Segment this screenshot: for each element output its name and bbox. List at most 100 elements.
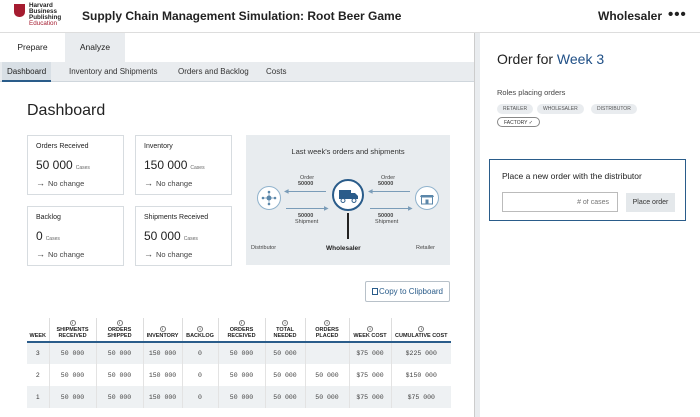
left-shipment-value: 50000 — [298, 213, 314, 219]
subtab-dashboard[interactable]: Dashboard — [2, 62, 52, 82]
more-menu-icon[interactable]: ••• — [668, 6, 687, 23]
logo-line: Publishing — [29, 14, 62, 21]
arrow-right-icon: → — [36, 249, 45, 259]
clipboard-icon — [371, 288, 378, 296]
header-label: TOTAL NEEDED — [273, 327, 297, 339]
shield-icon — [14, 4, 25, 17]
order-quantity-input[interactable] — [502, 192, 618, 212]
info-icon[interactable]: i — [197, 326, 203, 332]
card-change-text: No change — [156, 179, 193, 188]
right-shipment-value: 50000 — [378, 213, 394, 219]
card-title: Inventory — [144, 143, 173, 150]
role-chip-wholesaler: WHOLESALER — [537, 104, 584, 114]
table-cell: 50 000 — [49, 364, 97, 386]
logo-line: Business — [29, 8, 57, 15]
arrow-right-icon: ▶ — [408, 206, 413, 212]
retailer-label: Retailer — [416, 245, 435, 251]
card-value: 0 Cases — [36, 229, 60, 243]
card-change: → No change — [36, 178, 84, 188]
flow-title: Last week's orders and shipments — [291, 147, 405, 156]
info-icon[interactable]: i — [159, 326, 166, 332]
top-bar: Harvard Business Publishing Education Su… — [0, 0, 700, 33]
col-week: WEEK — [27, 318, 50, 343]
table-row: 2 50 000 50 000 150 000 0 50 000 50 000 … — [27, 364, 451, 386]
table-cell: 150 000 — [143, 364, 183, 386]
header-label: ORDERS SHIPPED — [107, 327, 132, 339]
arrow-left-icon: ◀ — [368, 189, 373, 195]
info-icon[interactable]: i — [238, 320, 245, 326]
panel-divider[interactable] — [474, 33, 480, 417]
card-value: 50 000 Cases — [36, 158, 90, 172]
left-order-label: Order — [300, 175, 315, 181]
col-orders-received: i ORDERS RECEIVED — [218, 318, 266, 343]
header-label: SHIPMENTS RECEIVED — [56, 327, 89, 339]
header-label: BACKLOG — [186, 333, 214, 339]
info-icon[interactable]: i — [418, 326, 425, 332]
card-unit: Cases — [45, 236, 60, 242]
tab-analyze[interactable]: Analyze — [65, 33, 125, 62]
order-box-title: Place a new order with the distributor — [502, 171, 642, 181]
info-icon[interactable]: i — [324, 320, 330, 326]
card-value-number: 50 000 — [144, 229, 181, 243]
stat-card-inventory: Inventory 150 000 Cases → No change — [135, 135, 232, 195]
tab-prepare[interactable]: Prepare — [17, 42, 48, 52]
col-orders-shipped: i ORDERS SHIPPED — [96, 318, 144, 343]
info-icon[interactable]: i — [282, 320, 288, 326]
role-chip-distributor: DISTRIBUTOR — [591, 104, 637, 114]
table-cell: 50 000 — [305, 364, 350, 386]
copy-to-clipboard-button[interactable]: Copy to Clipboard — [365, 281, 450, 302]
card-unit: Cases — [75, 165, 90, 171]
card-change-text: No change — [48, 179, 85, 188]
table-cell: 50 000 — [265, 364, 306, 386]
card-change-text: No change — [48, 250, 85, 259]
subtab-orders-backlog[interactable]: Orders and Backlog — [178, 67, 249, 76]
distributor-node — [257, 186, 281, 210]
distributor-label: Distributor — [251, 245, 277, 251]
card-change: → No change — [144, 178, 192, 188]
arrow-right-icon: → — [36, 178, 45, 188]
card-value-number: 50 000 — [36, 158, 73, 172]
info-icon[interactable]: i — [69, 320, 76, 326]
card-change: → No change — [144, 249, 192, 259]
role-chip-factory: FACTORY ✓ — [497, 117, 540, 127]
truck-icon — [339, 190, 358, 203]
header-label: CUMULATIVE COST — [395, 333, 448, 339]
place-order-box: Place a new order with the distributor P… — [489, 159, 686, 221]
table-cell: 2 — [27, 364, 50, 386]
table-cell: 50 000 — [305, 386, 350, 408]
card-change: → No change — [36, 249, 84, 259]
stat-card-orders-received: Orders Received 50 000 Cases → No change — [27, 135, 124, 195]
table-cell: 50 000 — [265, 386, 306, 408]
table-cell: $75 000 — [391, 386, 451, 408]
table-cell: 0 — [182, 342, 219, 364]
header-label: WEEK — [29, 333, 47, 339]
subtab-inventory-shipments[interactable]: Inventory and Shipments — [69, 67, 158, 76]
info-icon[interactable]: i — [116, 320, 123, 326]
card-unit: Cases — [190, 165, 205, 171]
shipment-arrow-right — [370, 208, 410, 209]
table-cell: $75 000 — [349, 342, 392, 364]
left-order-value: 50000 — [298, 181, 314, 187]
arrow-left-icon: ◀ — [284, 189, 289, 195]
card-title: Shipments Received — [144, 214, 209, 221]
card-change-text: No change — [156, 250, 193, 259]
table-cell: 50 000 — [218, 386, 266, 408]
order-panel-title: Order for Week 3 — [497, 51, 604, 67]
right-shipment-label: Shipment — [375, 219, 399, 225]
table-cell: 50 000 — [218, 342, 266, 364]
header-label: INVENTORY — [146, 333, 179, 339]
table-header-row: WEEK i SHIPMENTS RECEIVED i ORDERS SHIPPED… — [27, 318, 451, 343]
col-shipments-received: i SHIPMENTS RECEIVED — [49, 318, 97, 343]
card-value-number: 0 — [36, 229, 43, 243]
copy-button-label: Copy to Clipboard — [378, 287, 444, 296]
table-row: 3 50 000 50 000 150 000 0 50 000 50 000 … — [27, 342, 451, 364]
table-row: 1 50 000 50 000 150 000 0 50 000 50 000 … — [27, 386, 451, 408]
card-value-number: 150 000 — [144, 158, 188, 172]
card-unit: Cases — [183, 236, 198, 242]
place-order-button[interactable]: Place order — [626, 193, 675, 212]
info-icon[interactable]: i — [367, 326, 373, 332]
col-inventory: i INVENTORY — [143, 318, 183, 343]
subtab-costs[interactable]: Costs — [266, 67, 287, 76]
col-week-cost: i WEEK COST — [349, 318, 392, 343]
table-cell: 50 000 — [218, 364, 266, 386]
